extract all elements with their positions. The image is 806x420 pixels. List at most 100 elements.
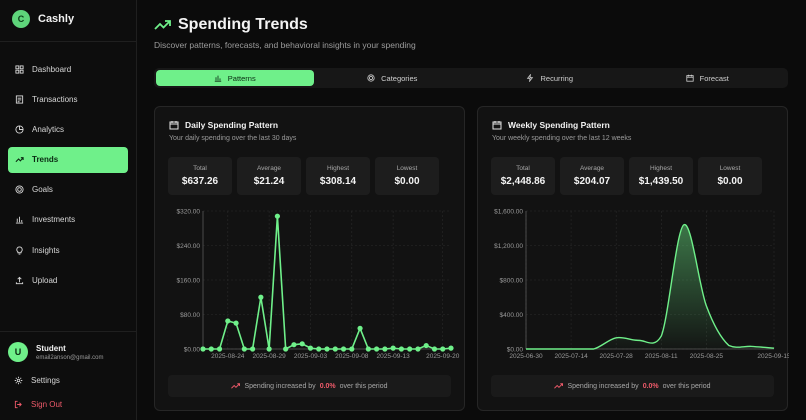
sign-out-label: Sign Out bbox=[31, 400, 63, 409]
sidebar-item-label: Insights bbox=[32, 245, 60, 255]
data-point bbox=[283, 346, 289, 352]
user-name: Student bbox=[36, 343, 66, 353]
lightbulb-icon bbox=[15, 246, 24, 255]
x-tick-label: 2025-06-30 bbox=[509, 353, 543, 360]
stats-row: Total $2,448.86 Average $204.07 Highest $1,… bbox=[491, 157, 762, 195]
stat-highest: Highest $308.14 bbox=[306, 157, 370, 195]
tab-patterns[interactable]: Patterns bbox=[156, 70, 314, 86]
y-tick-label: $80.00 bbox=[180, 312, 200, 319]
stats-row: Total $637.26 Average $21.24 Highest $308.1… bbox=[168, 157, 439, 195]
stat-label: Average bbox=[256, 165, 282, 172]
stat-average: Average $204.07 bbox=[560, 157, 624, 195]
stat-value: $0.00 bbox=[394, 176, 420, 187]
x-tick-label: 2025-09-08 bbox=[335, 353, 369, 360]
data-point bbox=[307, 345, 314, 351]
x-tick-label: 2025-08-11 bbox=[645, 353, 678, 360]
y-tick-label: $800.00 bbox=[500, 278, 524, 285]
x-tick-label: 2025-08-24 bbox=[211, 353, 245, 360]
trending-up-icon bbox=[554, 383, 564, 389]
summary-percent: 0.0% bbox=[642, 382, 659, 390]
sidebar-item-transactions[interactable]: Transactions bbox=[8, 86, 128, 112]
sidebar-item-dashboard[interactable]: Dashboard bbox=[8, 56, 128, 82]
weekly-area-chart[interactable]: $0.00 $400.00 $800.00 $1,200.00 $1,600.00 202… bbox=[478, 203, 789, 363]
y-tick-label: $0.00 bbox=[184, 347, 201, 354]
x-tick-label: 2025-09-20 bbox=[426, 353, 460, 360]
main-content: Spending Trends Discover patterns, forec… bbox=[138, 0, 806, 420]
y-tick-label: $160.00 bbox=[177, 278, 201, 285]
divider bbox=[0, 41, 137, 42]
page-title: Spending Trends bbox=[178, 16, 308, 33]
tab-categories[interactable]: Categories bbox=[314, 70, 472, 86]
sidebar-item-label: Goals bbox=[32, 185, 53, 195]
user-profile[interactable]: U Student email2anson@gmail.com bbox=[8, 342, 103, 362]
data-point bbox=[340, 346, 347, 352]
stat-value: $1,439.50 bbox=[638, 176, 684, 187]
tab-label: Forecast bbox=[699, 73, 729, 83]
trending-up-icon bbox=[15, 155, 24, 164]
x-tick-label: 2025-07-14 bbox=[554, 353, 588, 360]
tab-forecast[interactable]: Forecast bbox=[629, 70, 787, 86]
stat-label: Average bbox=[579, 165, 605, 172]
summary-prefix: Spending increased by bbox=[244, 382, 316, 390]
settings-button[interactable]: Settings bbox=[14, 376, 60, 385]
sidebar-item-investments[interactable]: Investments bbox=[8, 207, 128, 233]
series-line bbox=[203, 216, 452, 351]
data-point bbox=[440, 346, 446, 352]
sidebar: C Cashly Dashboard Transactions Analytic… bbox=[0, 0, 137, 420]
stat-lowest: Lowest $0.00 bbox=[698, 157, 762, 195]
card-subtitle: Your daily spending over the last 30 day… bbox=[169, 135, 297, 142]
summary-prefix: Spending increased by bbox=[567, 382, 639, 390]
daily-line-chart[interactable]: $0.00 $80.00 $160.00 $240.00 $320.00 2025-08-… bbox=[155, 203, 466, 363]
data-point bbox=[423, 342, 429, 349]
sidebar-item-label: Analytics bbox=[32, 124, 65, 134]
data-point bbox=[398, 346, 404, 352]
sidebar-item-label: Transactions bbox=[32, 94, 78, 104]
card-subtitle: Your weekly spending over the last 12 we… bbox=[492, 135, 632, 142]
data-point bbox=[365, 346, 371, 352]
data-point bbox=[225, 318, 231, 324]
sidebar-item-goals[interactable]: Goals bbox=[8, 177, 128, 203]
settings-label: Settings bbox=[31, 376, 60, 385]
data-point bbox=[431, 346, 438, 352]
data-point bbox=[241, 346, 247, 352]
tab-label: Recurring bbox=[540, 73, 573, 83]
data-point bbox=[299, 341, 305, 347]
series-line bbox=[526, 224, 775, 350]
stat-value: $308.14 bbox=[319, 176, 357, 187]
tab-recurring[interactable]: Recurring bbox=[471, 70, 629, 86]
sidebar-item-label: Dashboard bbox=[32, 64, 72, 74]
tab-bar: Patterns Categories Recurring Forecast bbox=[154, 68, 788, 88]
trend-summary: Spending increased by 0.0% over this per… bbox=[168, 375, 451, 397]
bar-chart-icon bbox=[214, 75, 221, 82]
stat-total: Total $637.26 bbox=[168, 157, 232, 195]
card-title: Daily Spending Pattern bbox=[185, 120, 279, 130]
user-email: email2anson@gmail.com bbox=[36, 354, 104, 361]
sign-out-button[interactable]: Sign Out bbox=[14, 400, 62, 409]
sidebar-item-analytics[interactable]: Analytics bbox=[8, 116, 128, 142]
area-fill bbox=[526, 224, 774, 349]
divider bbox=[0, 331, 137, 332]
summary-suffix: over this period bbox=[339, 382, 388, 390]
stat-total: Total $2,448.86 bbox=[491, 157, 555, 195]
x-tick-label: 2025-09-03 bbox=[294, 353, 328, 360]
stat-highest: Highest $1,439.50 bbox=[629, 157, 693, 195]
data-point bbox=[374, 346, 380, 352]
brand-logo: C bbox=[12, 10, 30, 28]
brand[interactable]: C Cashly bbox=[12, 10, 74, 28]
zap-icon bbox=[527, 74, 534, 82]
stat-label: Highest bbox=[326, 165, 350, 172]
sidebar-item-trends[interactable]: Trends bbox=[8, 146, 128, 173]
sidebar-item-upload[interactable]: Upload bbox=[8, 267, 128, 293]
data-point bbox=[382, 346, 388, 352]
x-tick-label: 2025-07-28 bbox=[600, 353, 634, 360]
y-tick-label: $0.00 bbox=[507, 347, 524, 354]
sidebar-item-insights[interactable]: Insights bbox=[8, 237, 128, 263]
daily-spending-card: Daily Spending Pattern Your daily spendi… bbox=[154, 106, 465, 411]
y-tick-label: $240.00 bbox=[177, 243, 201, 250]
summary-percent: 0.0% bbox=[319, 382, 336, 390]
stat-label: Total bbox=[516, 165, 530, 172]
stat-value: $637.26 bbox=[181, 176, 219, 187]
receipt-icon bbox=[15, 95, 24, 104]
data-point bbox=[200, 346, 206, 352]
calendar-icon bbox=[169, 121, 179, 130]
